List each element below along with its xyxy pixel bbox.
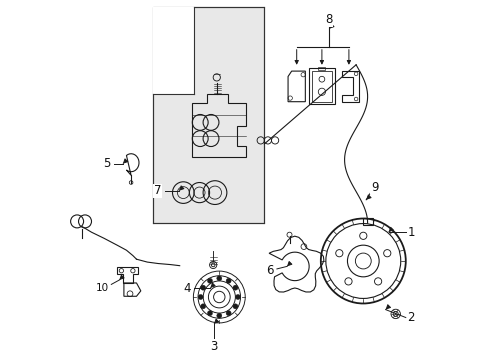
Text: 7: 7 — [153, 184, 161, 197]
Circle shape — [235, 294, 240, 300]
Circle shape — [216, 313, 222, 318]
Text: 1: 1 — [407, 226, 414, 239]
Circle shape — [225, 311, 231, 316]
Text: 4: 4 — [183, 282, 190, 294]
Bar — [318, 67, 325, 70]
Circle shape — [207, 278, 212, 283]
Bar — [362, 218, 372, 225]
Text: 8: 8 — [325, 13, 332, 26]
Circle shape — [232, 285, 238, 290]
Text: 2: 2 — [407, 311, 414, 324]
Text: 9: 9 — [370, 181, 378, 194]
Text: 3: 3 — [210, 340, 217, 353]
Circle shape — [232, 304, 238, 309]
Circle shape — [207, 311, 212, 316]
Bar — [311, 71, 331, 102]
Circle shape — [200, 285, 205, 290]
Circle shape — [198, 294, 203, 300]
Text: 5: 5 — [103, 157, 110, 170]
Text: 10: 10 — [96, 283, 109, 293]
Circle shape — [225, 278, 231, 283]
Bar — [152, 7, 264, 223]
Polygon shape — [152, 7, 194, 94]
Circle shape — [200, 304, 205, 309]
Bar — [309, 68, 334, 104]
Circle shape — [216, 276, 222, 281]
Text: 6: 6 — [265, 264, 273, 276]
